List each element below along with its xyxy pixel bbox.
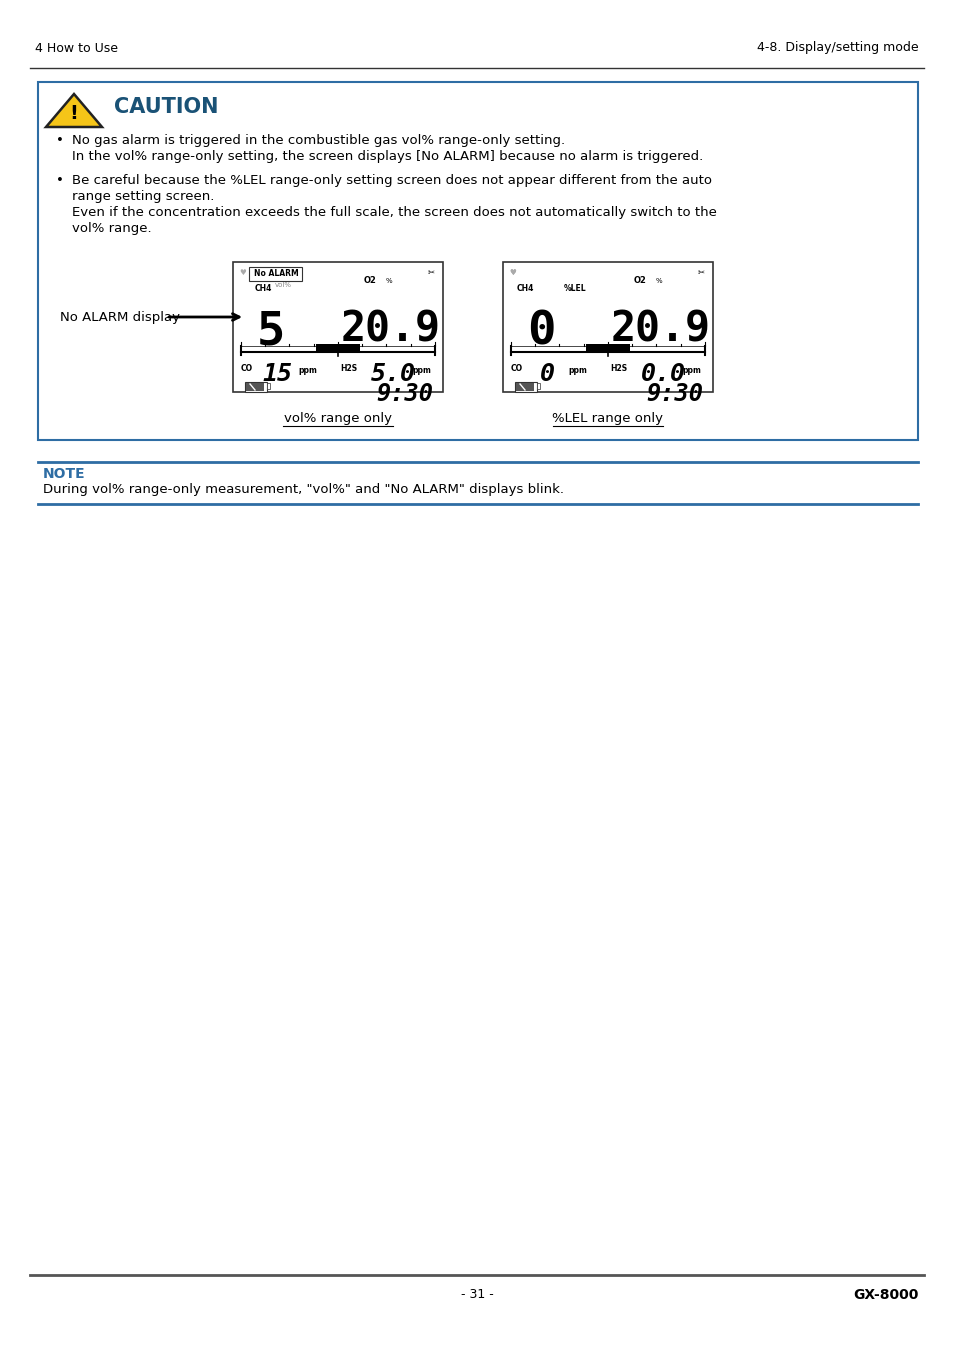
- FancyBboxPatch shape: [250, 266, 302, 281]
- Text: Even if the concentration exceeds the full scale, the screen does not automatica: Even if the concentration exceeds the fu…: [71, 205, 716, 219]
- Text: 0: 0: [539, 362, 554, 386]
- Text: vol% range only: vol% range only: [284, 412, 392, 426]
- Text: %: %: [385, 278, 392, 284]
- Text: 20.9: 20.9: [340, 309, 440, 351]
- Bar: [537, 382, 539, 389]
- Bar: [502, 262, 712, 392]
- Text: ♥: ♥: [239, 267, 246, 277]
- Text: vol%: vol%: [274, 282, 292, 288]
- Text: •: •: [56, 174, 64, 186]
- Text: range setting screen.: range setting screen.: [71, 190, 214, 203]
- Text: !: !: [70, 104, 78, 123]
- Text: No gas alarm is triggered in the combustible gas vol% range-only setting.: No gas alarm is triggered in the combust…: [71, 134, 564, 147]
- Text: 4 How to Use: 4 How to Use: [35, 42, 118, 54]
- Text: ♥: ♥: [509, 267, 516, 277]
- Text: O2: O2: [363, 276, 376, 285]
- Text: %: %: [655, 278, 661, 284]
- Polygon shape: [46, 95, 102, 127]
- Text: ✂: ✂: [698, 267, 704, 277]
- Bar: [585, 345, 629, 351]
- Text: %LEL range only: %LEL range only: [552, 412, 662, 426]
- Text: H2S: H2S: [339, 363, 356, 373]
- Text: vol% range.: vol% range.: [71, 222, 152, 235]
- Bar: [233, 262, 442, 392]
- Text: CO: CO: [241, 363, 253, 373]
- Text: 9:30: 9:30: [375, 382, 433, 407]
- Text: CO: CO: [511, 363, 522, 373]
- Text: NOTE: NOTE: [43, 467, 86, 481]
- Text: ppm: ppm: [412, 366, 431, 376]
- Text: CH4: CH4: [254, 284, 272, 293]
- Text: No ALARM display: No ALARM display: [60, 311, 180, 323]
- Text: 0: 0: [526, 309, 555, 354]
- Text: ppm: ppm: [681, 366, 700, 376]
- Text: 9:30: 9:30: [645, 382, 702, 407]
- Text: 20.9: 20.9: [610, 309, 710, 351]
- Text: ppm: ppm: [298, 366, 317, 376]
- Text: •: •: [56, 134, 64, 147]
- Text: Be careful because the %LEL range-only setting screen does not appear different : Be careful because the %LEL range-only s…: [71, 174, 711, 186]
- Text: H2S: H2S: [609, 363, 626, 373]
- Text: CAUTION: CAUTION: [113, 97, 218, 118]
- Text: 5: 5: [256, 309, 285, 354]
- Text: 4-8. Display/setting mode: 4-8. Display/setting mode: [757, 42, 918, 54]
- FancyBboxPatch shape: [38, 82, 917, 440]
- Text: - 31 -: - 31 -: [460, 1289, 493, 1301]
- Bar: [267, 382, 270, 389]
- Bar: [515, 382, 537, 392]
- Text: 5.0: 5.0: [370, 362, 416, 386]
- Text: GX-8000: GX-8000: [853, 1288, 918, 1302]
- Text: ♥: ♥: [509, 267, 516, 277]
- Bar: [246, 382, 264, 390]
- Text: In the vol% range-only setting, the screen displays [No ALARM] because no alarm : In the vol% range-only setting, the scre…: [71, 150, 702, 163]
- Bar: [516, 382, 534, 390]
- Text: 15: 15: [262, 362, 292, 386]
- Text: ✂: ✂: [428, 267, 435, 277]
- Text: ppm: ppm: [568, 366, 587, 376]
- Bar: [245, 382, 267, 392]
- Text: CH4: CH4: [516, 284, 533, 293]
- Text: No ALARM: No ALARM: [253, 269, 298, 278]
- Bar: [315, 345, 359, 351]
- Text: %LEL: %LEL: [563, 284, 586, 293]
- Text: 0.0: 0.0: [639, 362, 685, 386]
- Text: O2: O2: [633, 276, 646, 285]
- Text: During vol% range-only measurement, "vol%" and "No ALARM" displays blink.: During vol% range-only measurement, "vol…: [43, 484, 563, 496]
